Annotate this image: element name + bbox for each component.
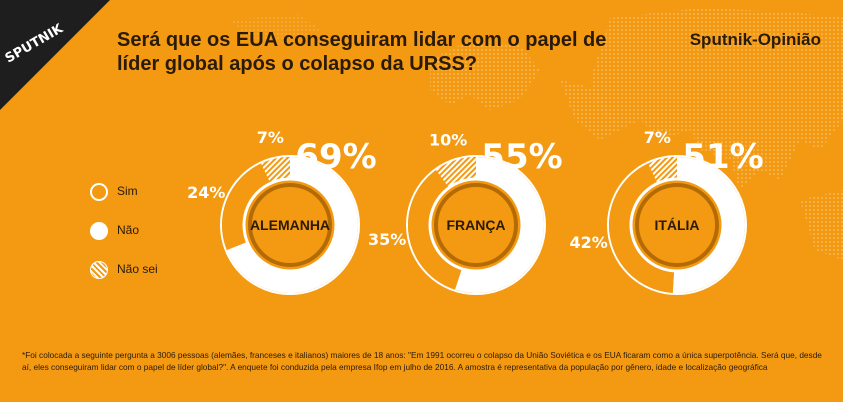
donut-slice: [648, 157, 677, 184]
country-label: FRANÇA: [446, 217, 505, 233]
hatched-swatch-icon: [90, 261, 108, 279]
donut-slice: [672, 157, 745, 293]
pct-label-big: 51%: [682, 137, 763, 177]
white-dot-swatch-icon: [90, 222, 108, 240]
donut-rim: [607, 155, 747, 295]
donut-rim: [220, 155, 360, 295]
donut-slice: [408, 169, 462, 290]
donut-center: [439, 188, 513, 262]
donut-chart-1: FRANÇA 55% 35% 10%: [368, 130, 563, 295]
pct-label: 24%: [187, 183, 225, 202]
ring-swatch-icon: [90, 183, 108, 201]
donut-slice: [609, 163, 675, 293]
donut-rim: [406, 155, 546, 295]
donut-chart-2: ITÁLIA 51% 42% 7%: [569, 128, 764, 295]
country-label: ALEMANHA: [250, 217, 330, 233]
legend-label: Não: [117, 223, 140, 237]
page-title: Será que os EUA conseguiram lidar com o …: [117, 29, 607, 75]
legend-label: Não sei: [117, 262, 158, 276]
source-label: Sputnik-Opinião: [689, 30, 821, 49]
sputnik-logo: SPUTNIK: [0, 0, 110, 110]
footnote: *Foi colocada a seguinte pergunta a 3006…: [22, 350, 822, 372]
donut-slice: [261, 157, 290, 184]
pct-label-big: 69%: [295, 137, 376, 177]
legend-label: Sim: [117, 184, 138, 198]
country-label: ITÁLIA: [654, 217, 699, 233]
pct-label: 42%: [569, 233, 607, 252]
pct-label: 7%: [644, 128, 671, 147]
donut-center: [640, 188, 714, 262]
pct-label: 10%: [429, 130, 467, 149]
donut-chart-0: ALEMANHA 69% 24% 7%: [187, 128, 377, 295]
pct-label-big: 55%: [481, 137, 562, 177]
pct-label: 35%: [368, 230, 406, 249]
pct-label: 7%: [257, 128, 284, 147]
donut-center: [253, 188, 327, 262]
donut-slice: [226, 157, 358, 293]
donut-slice: [454, 157, 544, 293]
